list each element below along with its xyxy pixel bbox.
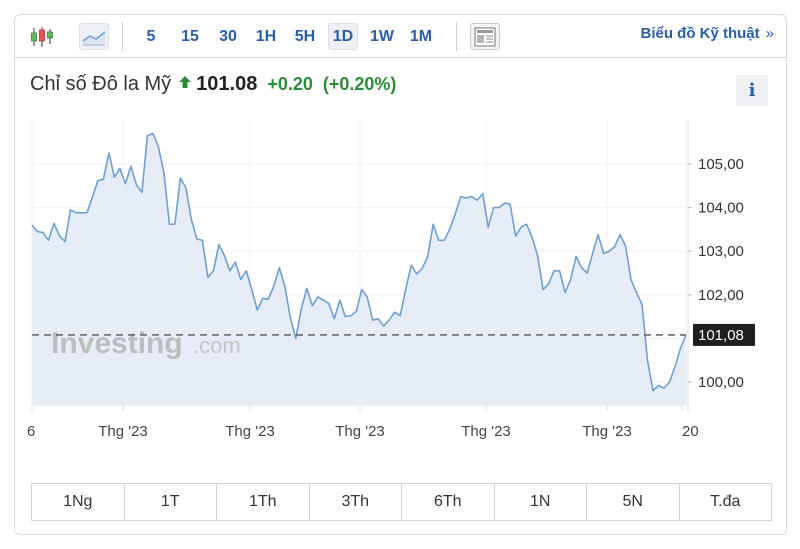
price-change: +0.20 bbox=[267, 74, 313, 94]
svg-text:103,00: 103,00 bbox=[698, 243, 744, 260]
svg-text:105,00: 105,00 bbox=[698, 156, 744, 173]
layout-icon bbox=[474, 26, 496, 47]
svg-text:20: 20 bbox=[682, 423, 699, 440]
svg-text:Thg '23: Thg '23 bbox=[335, 423, 385, 440]
svg-text:Thg '23: Thg '23 bbox=[582, 423, 632, 440]
svg-text:6: 6 bbox=[27, 423, 35, 440]
range-3-months[interactable]: 3Th bbox=[310, 484, 402, 520]
chart-widget: 5 15 30 1H 5H 1D 1W 1M Biểu đồ Kỹ thuật »… bbox=[14, 14, 787, 535]
current-value-badge: 101,08 bbox=[698, 327, 744, 344]
double-chevron-right-icon: » bbox=[765, 25, 774, 42]
interval-5h[interactable]: 5H bbox=[294, 28, 316, 45]
range-1-week[interactable]: 1T bbox=[125, 484, 217, 520]
area-chart-icon bbox=[82, 30, 106, 45]
time-range-selector: 1Ng 1T 1Th 3Th 6Th 1N 5N T.đa bbox=[31, 483, 772, 521]
svg-text:100,00: 100,00 bbox=[698, 374, 744, 391]
interval-1w[interactable]: 1W bbox=[370, 28, 394, 45]
candlestick-icon bbox=[31, 26, 53, 47]
price-chart[interactable]: Investing .com 105,00 104,00 103,00 102,00 100… bbox=[15, 115, 788, 445]
svg-text:104,00: 104,00 bbox=[698, 200, 744, 217]
range-5-years[interactable]: 5N bbox=[587, 484, 680, 520]
svg-text:Thg '23: Thg '23 bbox=[98, 423, 148, 440]
price-change-percent: (+0.20%) bbox=[322, 74, 397, 94]
candlestick-chart-button[interactable] bbox=[27, 23, 57, 50]
range-6-months[interactable]: 6Th bbox=[402, 484, 495, 520]
last-price: 101.08 bbox=[196, 73, 258, 95]
range-1-day[interactable]: 1Ng bbox=[32, 484, 125, 520]
interval-5[interactable]: 5 bbox=[146, 28, 156, 45]
toolbar-divider bbox=[456, 22, 457, 51]
range-1-month[interactable]: 1Th bbox=[217, 484, 310, 520]
quote-header: Chỉ số Đô la Mỹ 101.08 +0.20 (+0.20%) bbox=[30, 73, 396, 96]
svg-text:.com: .com bbox=[193, 333, 241, 358]
investing-watermark: Investing bbox=[51, 327, 183, 360]
interval-30[interactable]: 30 bbox=[219, 28, 237, 45]
technical-chart-link[interactable]: Biểu đồ Kỹ thuật » bbox=[640, 25, 774, 42]
svg-text:Thg '23: Thg '23 bbox=[461, 423, 511, 440]
interval-1m[interactable]: 1M bbox=[409, 28, 433, 45]
range-max[interactable]: T.đa bbox=[710, 493, 741, 510]
arrow-up-icon bbox=[178, 75, 192, 94]
instrument-name: Chỉ số Đô la Mỹ bbox=[30, 73, 172, 95]
range-1-year[interactable]: 1N bbox=[495, 484, 587, 520]
interval-1h[interactable]: 1H bbox=[255, 28, 277, 45]
info-button[interactable]: i bbox=[736, 75, 768, 106]
area-chart-button[interactable] bbox=[79, 23, 109, 50]
chart-toolbar: 5 15 30 1H 5H 1D 1W 1M Biểu đồ Kỹ thuật » bbox=[15, 15, 786, 58]
technical-chart-label: Biểu đồ Kỹ thuật bbox=[640, 25, 760, 42]
layout-button[interactable] bbox=[470, 23, 500, 50]
toolbar-divider bbox=[122, 22, 123, 51]
interval-15[interactable]: 15 bbox=[181, 28, 199, 45]
area-chart-plot[interactable]: Investing .com 105,00 104,00 103,00 102,00 100… bbox=[15, 115, 788, 445]
svg-text:102,00: 102,00 bbox=[698, 287, 744, 304]
svg-text:Thg '23: Thg '23 bbox=[225, 423, 275, 440]
interval-1d[interactable]: 1D bbox=[328, 23, 358, 50]
